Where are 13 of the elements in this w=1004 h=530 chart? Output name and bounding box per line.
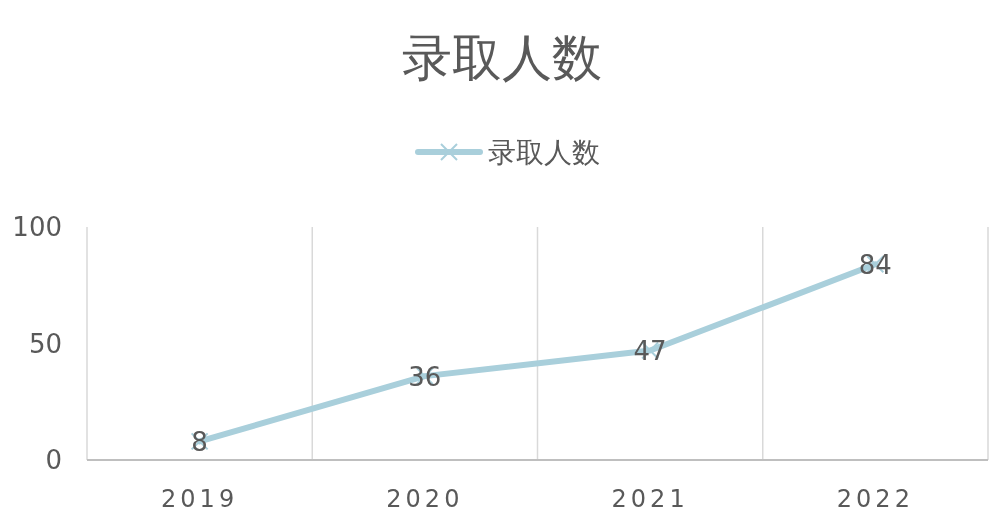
x-tick-label: 2021 xyxy=(611,485,689,513)
data-label: 84 xyxy=(858,250,892,281)
y-tick-label: 100 xyxy=(12,212,62,242)
x-tick-label: 2022 xyxy=(836,485,914,513)
x-tick-label: 2020 xyxy=(386,485,464,513)
chart-title: 录取人数 xyxy=(402,29,602,87)
x-tick-label: 2019 xyxy=(161,485,239,513)
y-tick-label: 50 xyxy=(28,328,62,359)
data-label: 47 xyxy=(633,336,667,367)
data-label: 36 xyxy=(408,362,442,393)
y-tick-label: 0 xyxy=(45,445,62,475)
data-label: 8 xyxy=(191,427,208,458)
legend-label: 录取人数 xyxy=(488,136,600,169)
